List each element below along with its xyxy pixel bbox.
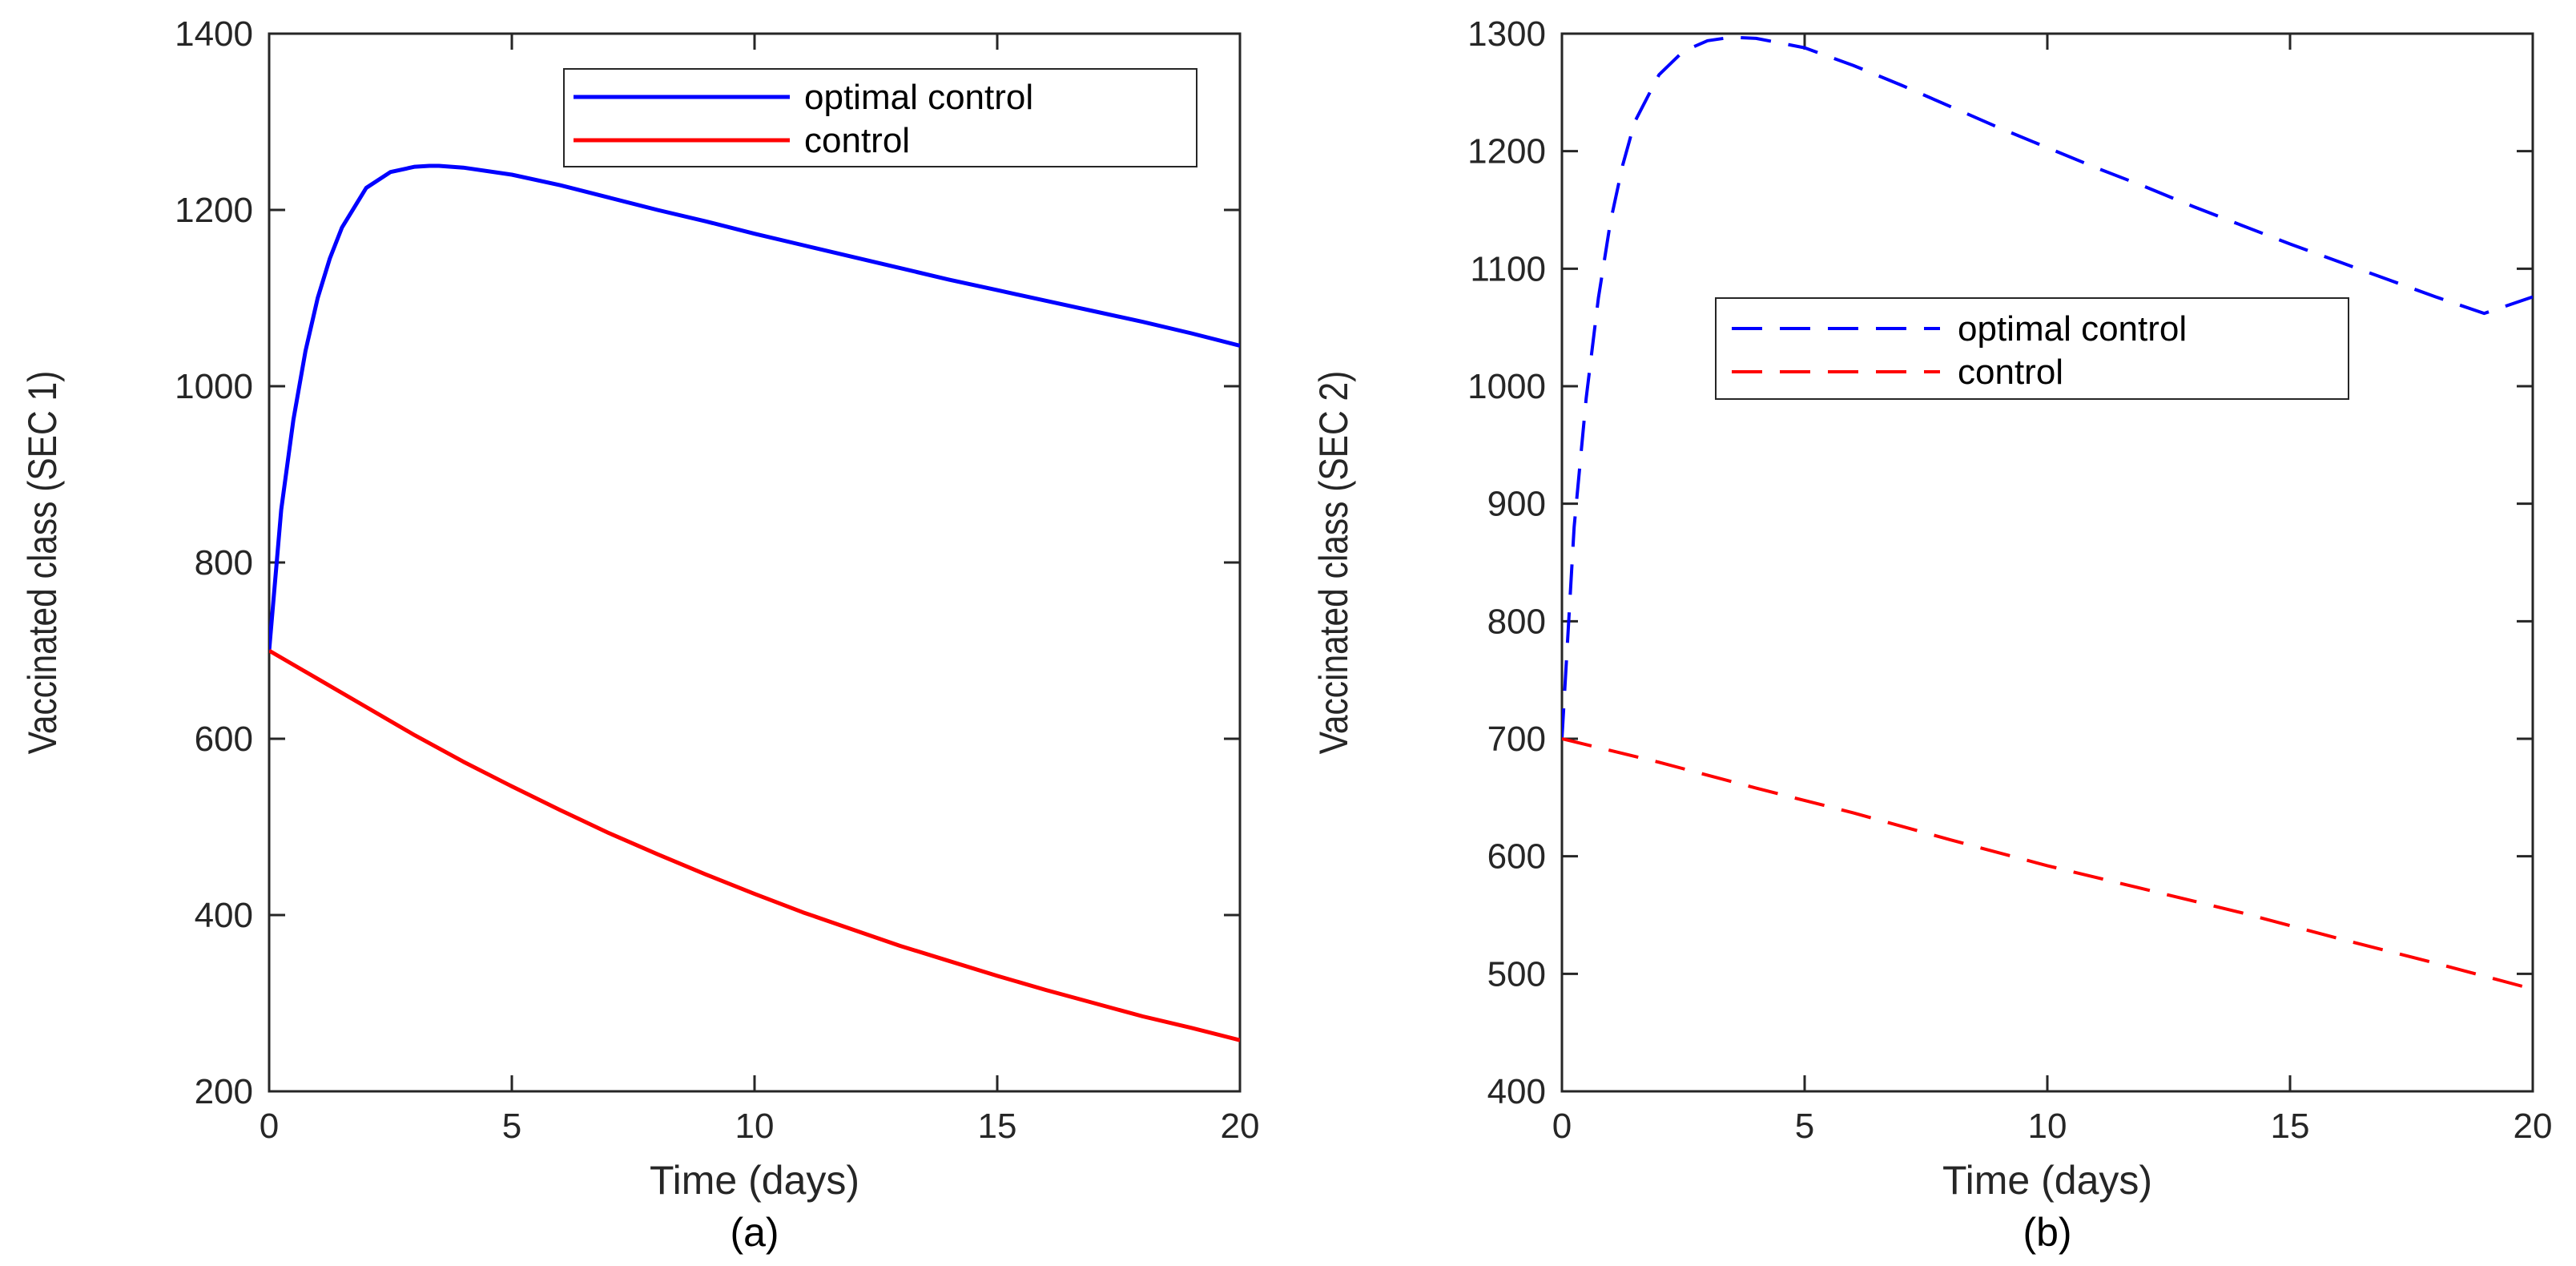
y-tick-label-a: 800 — [195, 543, 253, 583]
x-axis-label-a: Time (days) — [650, 1158, 859, 1203]
y-tick-label-a: 1200 — [175, 191, 253, 230]
y-tick-label-a: 400 — [195, 896, 253, 935]
series-line-optimal-control-a — [269, 163, 1240, 651]
x-axis-label-b: Time (days) — [1942, 1158, 2152, 1203]
caption-b: (b) — [2023, 1210, 2071, 1255]
x-axis-ticks-a: 0 5 10 15 20 — [260, 34, 1260, 1146]
y-tick-label-a: 1400 — [175, 14, 253, 54]
legend-box-b — [1715, 297, 2349, 400]
y-tick-label-b: 600 — [1487, 837, 1546, 877]
chart-panel-b: 400 500 600 700 800 900 1000 1100 1200 1300 0 5 10 1… — [1311, 14, 2553, 1255]
series-line-optimal-control-b — [1562, 35, 2533, 740]
x-tick-label-b: 10 — [2028, 1107, 2067, 1146]
y-tick-label-b: 1300 — [1467, 14, 1546, 54]
plot-area-a — [268, 32, 1242, 1093]
legend-box-a — [563, 68, 1197, 167]
y-tick-label-b: 500 — [1487, 954, 1546, 994]
y-tick-label-b: 900 — [1487, 485, 1546, 524]
x-tick-label-b: 15 — [2271, 1107, 2310, 1146]
y-axis-label-a: Vaccinated class (SEC 1) — [20, 371, 65, 755]
legend-label-optimal-control-b: optimal control — [1958, 309, 2187, 349]
y-axis-label-b: Vaccinated class (SEC 2) — [1311, 371, 1356, 755]
y-tick-label-b: 800 — [1487, 602, 1546, 641]
x-tick-label-a: 5 — [502, 1107, 521, 1146]
legend-a: optimal control control — [563, 68, 1197, 167]
y-tick-label-a: 1000 — [175, 367, 253, 406]
series-lines-a — [269, 163, 1240, 1042]
caption-a: (a) — [730, 1210, 779, 1255]
legend-label-control-b: control — [1958, 353, 2063, 392]
series-line-control-a — [269, 648, 1240, 1042]
y-tick-label-b: 1200 — [1467, 132, 1546, 171]
y-tick-label-b: 700 — [1487, 720, 1546, 759]
chart-panel-a: 200 400 600 800 1000 1200 1400 0 5 10 15 20 Time (… — [20, 14, 1260, 1255]
x-tick-label-b: 5 — [1795, 1107, 1814, 1146]
y-tick-label-b: 400 — [1487, 1072, 1546, 1111]
legend-label-optimal-control-a: optimal control — [804, 78, 1033, 117]
plot-area-b — [1560, 32, 2534, 1093]
x-axis-ticks-b: 0 5 10 15 20 — [1552, 34, 2553, 1146]
x-tick-label-a: 0 — [260, 1107, 279, 1146]
y-axis-ticks-b: 400 500 600 700 800 900 1000 1100 1200 1300 — [1467, 14, 2533, 1111]
legend-b: optimal control control — [1715, 297, 2349, 400]
series-lines-b — [1562, 35, 2533, 991]
x-tick-label-a: 15 — [978, 1107, 1017, 1146]
y-tick-label-b: 1100 — [1470, 249, 1546, 288]
y-tick-label-a: 200 — [195, 1072, 253, 1111]
y-tick-label-a: 600 — [195, 720, 253, 759]
x-tick-label-a: 10 — [735, 1107, 775, 1146]
legend-label-control-a: control — [804, 121, 910, 160]
x-tick-label-b: 0 — [1552, 1107, 1572, 1146]
y-tick-label-b: 1000 — [1467, 367, 1546, 406]
x-tick-label-a: 20 — [1221, 1107, 1260, 1146]
x-tick-label-b: 20 — [2514, 1107, 2553, 1146]
series-line-control-b — [1562, 737, 2533, 991]
